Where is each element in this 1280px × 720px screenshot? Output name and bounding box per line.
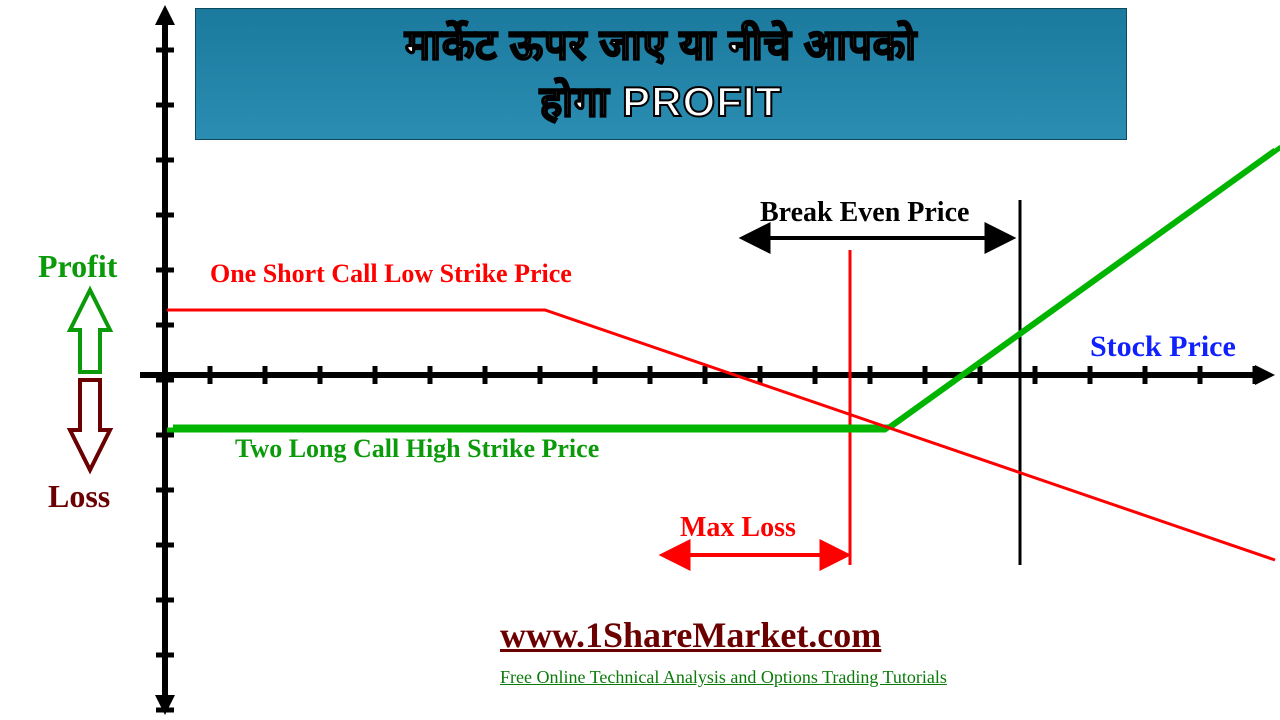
banner-line-1: मार्केट ऊपर जाए या नीचे आपको xyxy=(226,15,1096,72)
x-axis-label: Stock Price xyxy=(1090,330,1236,364)
loss-label: Loss xyxy=(48,478,110,515)
max-loss-label: Max Loss xyxy=(680,512,796,544)
website-url: www.1ShareMarket.com xyxy=(500,614,881,656)
website-tagline: Free Online Technical Analysis and Optio… xyxy=(500,667,947,688)
title-banner: मार्केट ऊपर जाए या नीचे आपको होगा PROFIT xyxy=(195,8,1127,140)
short-call-label: One Short Call Low Strike Price xyxy=(210,259,572,289)
profit-loss-arrows xyxy=(70,290,110,470)
break-even-label: Break Even Price xyxy=(760,197,969,229)
annotation-arrows xyxy=(665,238,1010,555)
profit-label: Profit xyxy=(38,248,117,285)
vertical-lines xyxy=(850,200,1020,565)
banner-line-2: होगा PROFIT xyxy=(226,72,1096,129)
long-call-label: Two Long Call High Strike Price xyxy=(235,434,599,464)
